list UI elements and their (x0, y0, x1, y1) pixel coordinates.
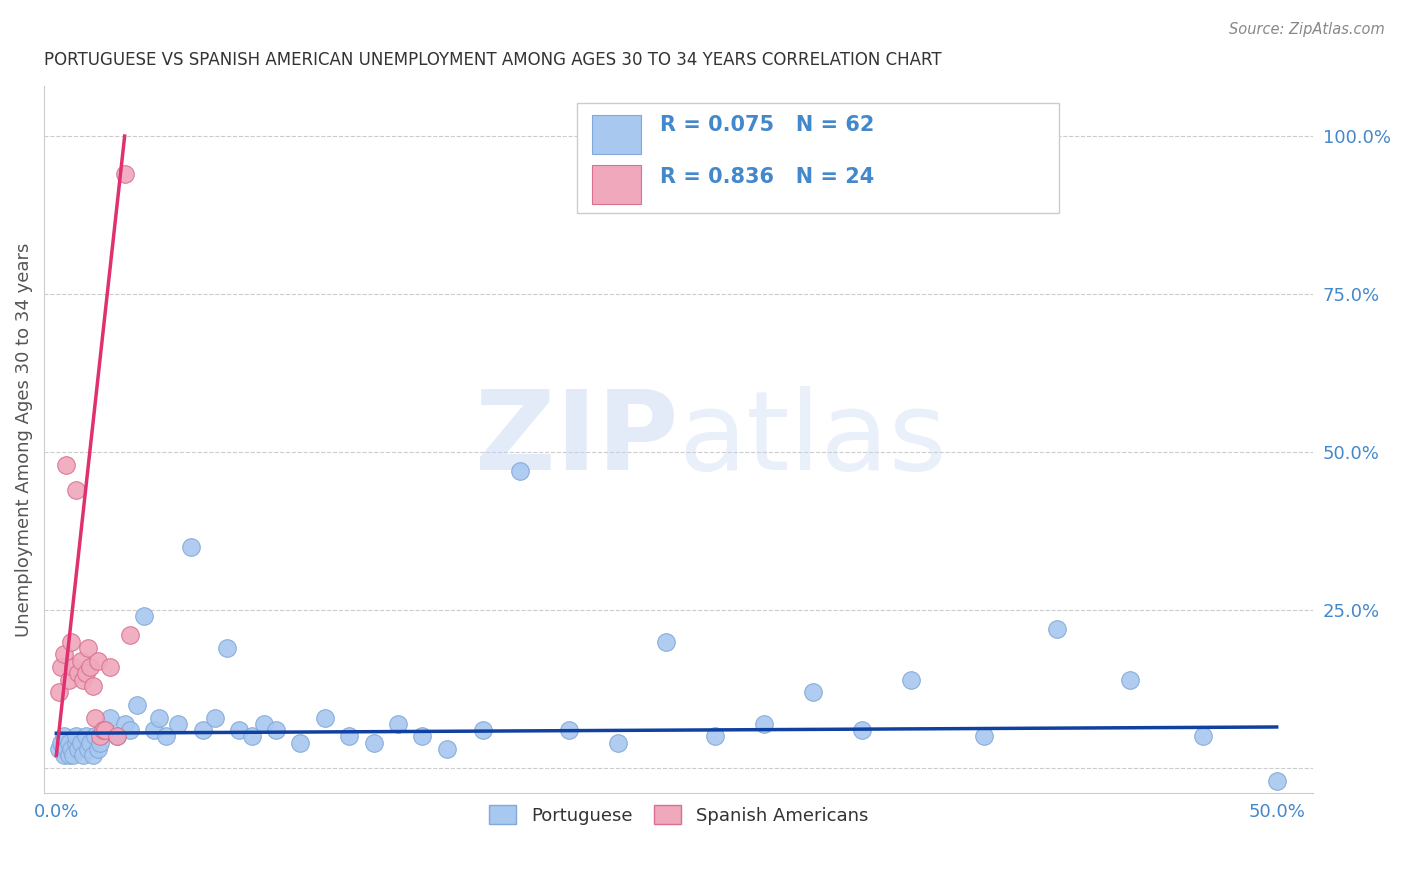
Point (253, 716, 276, 731)
Point (94, 723, 117, 738)
Point (55, 458, 77, 472)
Point (191, 723, 214, 738)
Point (337, 730, 360, 744)
Point (87, 742, 110, 756)
Point (62, 660, 84, 674)
Point (114, 716, 136, 731)
Text: Source: ZipAtlas.com: Source: ZipAtlas.com (1229, 22, 1385, 37)
Point (1192, 730, 1215, 744)
Point (436, 742, 458, 756)
Point (148, 710, 170, 724)
Point (65, 483, 87, 497)
Point (82, 748, 104, 763)
Point (52, 648, 75, 662)
Point (67, 666, 90, 681)
Point (48, 685, 70, 699)
Point (900, 673, 922, 687)
Point (48, 742, 70, 756)
Point (89, 730, 111, 744)
Point (72, 748, 94, 763)
Point (59, 634, 82, 648)
Point (67, 742, 90, 756)
Point (558, 723, 581, 738)
FancyBboxPatch shape (576, 103, 1060, 213)
Point (180, 540, 202, 554)
Point (752, 716, 775, 731)
Point (363, 736, 385, 750)
Point (118, 723, 141, 738)
Point (65, 730, 87, 744)
Point (167, 716, 190, 731)
Text: PORTUGUESE VS SPANISH AMERICAN UNEMPLOYMENT AMONG AGES 30 TO 34 YEARS CORRELATIO: PORTUGUESE VS SPANISH AMERICAN UNEMPLOYM… (44, 51, 942, 69)
Point (79, 736, 101, 750)
Point (155, 730, 177, 744)
Text: R = 0.075   N = 62: R = 0.075 N = 62 (659, 115, 875, 136)
Point (94, 723, 117, 738)
Point (84, 710, 107, 724)
Point (69, 736, 91, 750)
Point (228, 723, 250, 738)
Point (59, 742, 82, 756)
Point (58, 736, 80, 750)
Point (58, 673, 80, 687)
Point (84, 730, 107, 744)
Point (77, 742, 100, 756)
Point (1046, 622, 1069, 636)
Point (114, 167, 136, 181)
Point (204, 710, 226, 724)
Point (52, 730, 75, 744)
Point (52, 748, 75, 763)
Point (240, 730, 263, 744)
Point (105, 730, 128, 744)
Point (89, 736, 111, 750)
Point (606, 736, 628, 750)
Point (411, 730, 433, 744)
Point (655, 634, 678, 648)
Point (1265, 773, 1288, 788)
Y-axis label: Unemployment Among Ages 30 to 34 years: Unemployment Among Ages 30 to 34 years (15, 243, 32, 637)
Point (125, 698, 148, 712)
Point (62, 748, 84, 763)
Legend: Portuguese, Spanish Americans: Portuguese, Spanish Americans (481, 797, 877, 834)
Point (118, 628, 141, 642)
Point (1119, 673, 1142, 687)
Point (65, 736, 87, 750)
Point (105, 730, 128, 744)
Point (801, 685, 824, 699)
Point (704, 730, 727, 744)
Point (79, 660, 101, 674)
Bar (592, 165, 641, 204)
Point (472, 723, 495, 738)
Point (75, 666, 97, 681)
Point (51, 736, 73, 750)
Point (973, 730, 995, 744)
Point (75, 730, 97, 744)
Point (509, 464, 531, 478)
Point (87, 654, 110, 668)
Point (314, 710, 336, 724)
Point (55, 742, 77, 756)
Point (69, 654, 91, 668)
Point (851, 723, 873, 738)
Point (290, 736, 312, 750)
Text: ZIP: ZIP (475, 386, 679, 493)
Text: atlas: atlas (679, 386, 948, 493)
Point (142, 723, 165, 738)
Point (51, 660, 73, 674)
Point (217, 640, 239, 655)
Point (98, 660, 121, 674)
Point (72, 673, 94, 687)
Point (82, 679, 104, 693)
Text: R = 0.836   N = 24: R = 0.836 N = 24 (659, 167, 875, 186)
Point (134, 609, 156, 624)
Point (91, 723, 114, 738)
Point (98, 710, 121, 724)
Point (264, 723, 287, 738)
Point (58, 748, 80, 763)
Point (77, 640, 100, 655)
Point (387, 716, 409, 731)
Bar (592, 115, 641, 153)
